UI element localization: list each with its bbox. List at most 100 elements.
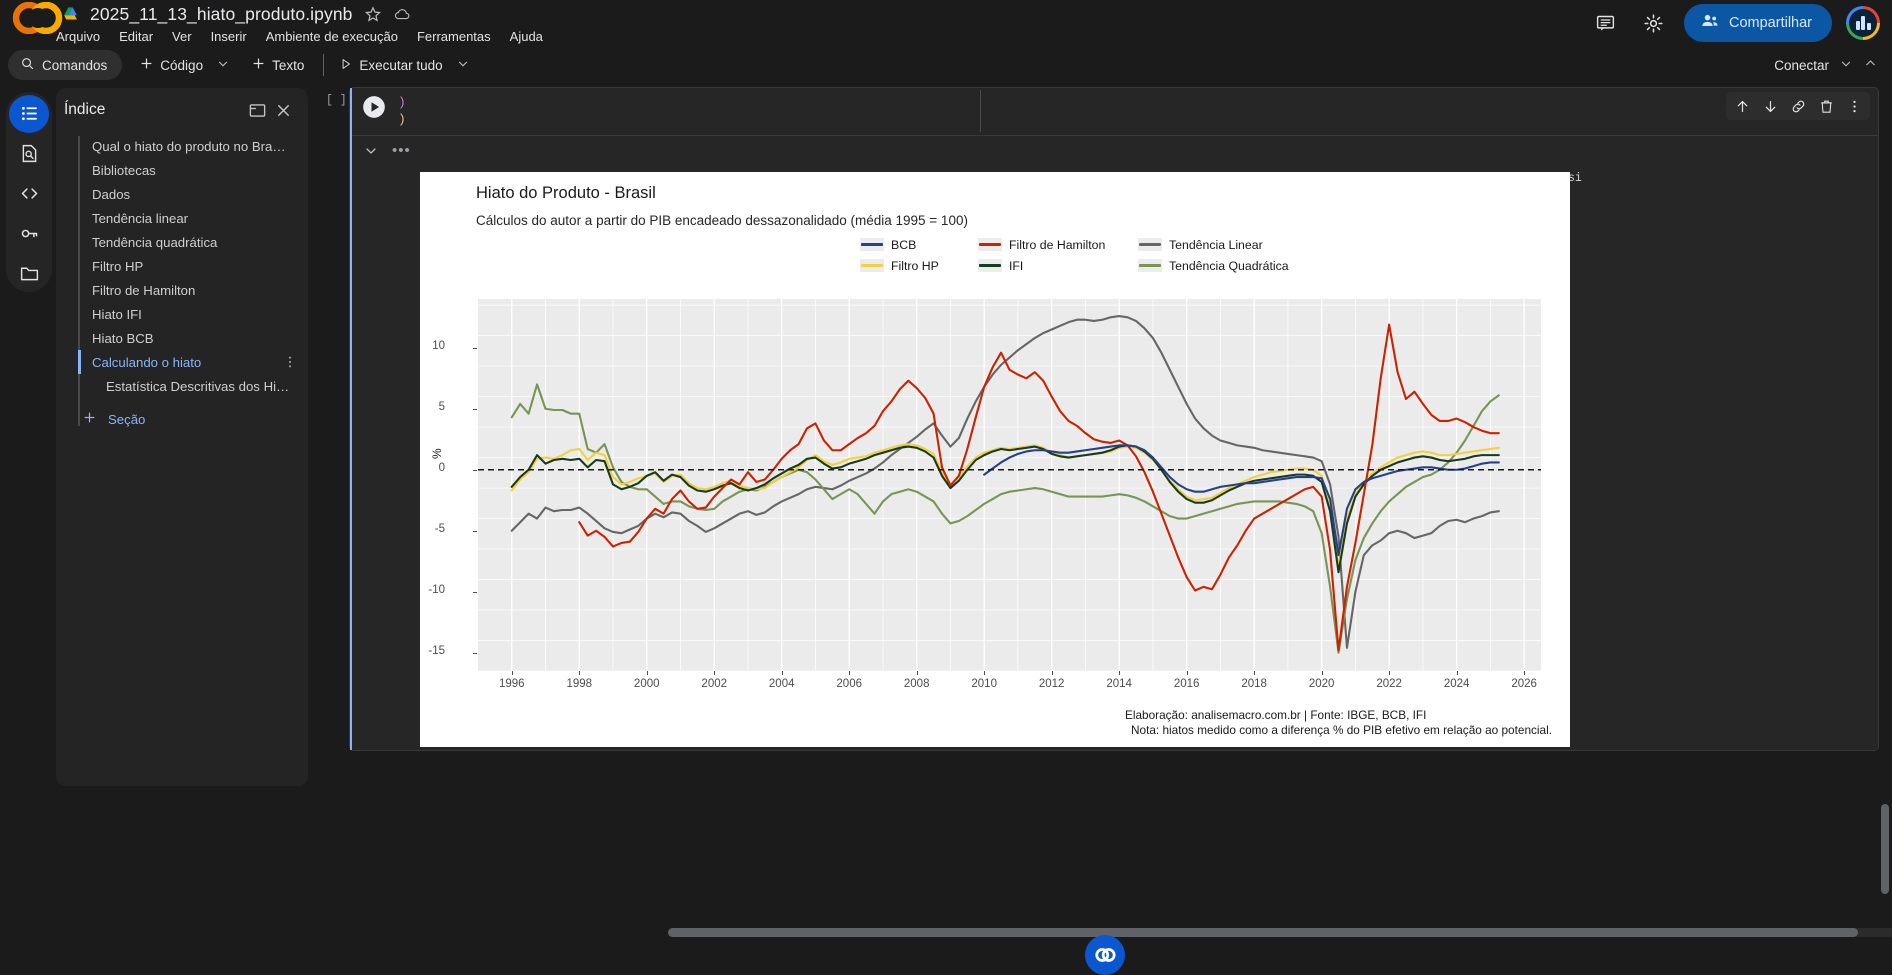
toc-item-tendencia-linear[interactable]: Tendência linear <box>78 206 308 230</box>
toc-item-filtro-hp[interactable]: Filtro HP <box>78 254 308 278</box>
delete-icon[interactable] <box>1813 94 1839 118</box>
commands-button[interactable]: Comandos <box>8 50 122 80</box>
avatar-inner <box>1849 9 1877 37</box>
x-tick-mark <box>1052 671 1053 675</box>
y-tick-label: -10 <box>420 584 445 596</box>
x-tick-label: 2024 <box>1444 678 1470 690</box>
more-vert-icon[interactable] <box>1841 94 1867 118</box>
y-tick-mark <box>473 348 477 349</box>
chevron-down-icon[interactable] <box>1839 57 1853 74</box>
chevron-up-icon[interactable] <box>1863 56 1878 74</box>
horizontal-scrollbar-track[interactable] <box>668 928 1892 937</box>
vertical-scrollbar-thumb[interactable] <box>1881 804 1889 894</box>
x-tick-label: 2000 <box>634 678 660 690</box>
comment-icon[interactable] <box>1588 6 1622 40</box>
sidebar-toggle-snippets[interactable] <box>9 175 49 213</box>
y-tick-mark <box>473 653 477 654</box>
sidebar-toggle-toc[interactable] <box>9 95 49 133</box>
toc-item-calculando-o-hiato[interactable]: Calculando o hiato <box>78 350 308 374</box>
x-tick-mark <box>984 671 985 675</box>
toc-panel: Índice Qual o hiato do produto no Bra… B… <box>56 88 308 786</box>
toc-item-tendencia-quadratica[interactable]: Tendência quadrática <box>78 230 308 254</box>
chart-caption: Elaboração: analisemacro.com.br | Fonte:… <box>1125 708 1552 737</box>
toc-item-bibliotecas[interactable]: Bibliotecas <box>78 158 308 182</box>
toc-title: Índice <box>64 101 244 119</box>
output-more-dots[interactable]: ••• <box>392 142 411 159</box>
code-snippets-icon <box>19 183 40 204</box>
run-all-button[interactable]: Executar tudo <box>330 50 451 80</box>
x-tick-mark <box>579 671 580 675</box>
x-tick-mark <box>647 671 648 675</box>
search-document-icon <box>19 143 40 164</box>
drive-icon <box>62 6 79 23</box>
code-cell[interactable]: [ ] ) ) ••• /usr/local/lib/python3.12/di… <box>350 88 1878 750</box>
sidebar-toggle-search[interactable] <box>9 135 49 173</box>
toc-item-hiato-bcb[interactable]: Hiato BCB <box>78 326 308 350</box>
add-text-cell-button[interactable]: Texto <box>242 50 313 80</box>
sidebar-toggle-secrets[interactable] <box>9 214 49 252</box>
legend-item-filtro-hp[interactable]: Filtro HP <box>860 259 978 273</box>
menu-ambiente-execucao[interactable]: Ambiente de execução <box>258 27 406 46</box>
menu-arquivo[interactable]: Arquivo <box>48 27 108 46</box>
share-button[interactable]: Compartilhar <box>1684 4 1832 42</box>
toc-item-hiato-ifi[interactable]: Hiato IFI <box>78 302 308 326</box>
add-code-cell-button[interactable]: Código <box>130 50 212 80</box>
run-all-dropdown[interactable] <box>452 50 474 80</box>
menu-ferramentas[interactable]: Ferramentas <box>409 27 499 46</box>
toc-item-filtro-de-hamilton[interactable]: Filtro de Hamilton <box>78 278 308 302</box>
chart-subtitle: Cálculos do autor a partir do PIB encade… <box>476 213 968 228</box>
legend-swatch-tendencia-quadratica <box>1138 259 1162 272</box>
legend-label-hamilton: Filtro de Hamilton <box>1009 238 1105 252</box>
plot-output-figure: Hiato do Produto - Brasil Cálculos do au… <box>420 172 1570 747</box>
toc-item-label: Hiato IFI <box>92 307 142 322</box>
code-cell-dropdown[interactable] <box>212 50 234 80</box>
horizontal-scrollbar-thumb[interactable] <box>668 928 1858 937</box>
link-icon[interactable] <box>1785 94 1811 118</box>
cell-source-code[interactable]: ) ) <box>398 94 406 128</box>
output-collapse-toggle[interactable] <box>360 140 382 162</box>
chevron-down-icon <box>456 57 470 74</box>
chart-title: Hiato do Produto - Brasil <box>476 184 656 203</box>
legend-item-tendencia-quadratica[interactable]: Tendência Quadrática <box>1138 259 1320 273</box>
legend-item-ifi[interactable]: IFI <box>978 259 1138 273</box>
sidebar-toggle-files[interactable] <box>9 254 49 292</box>
gear-icon[interactable] <box>1636 6 1670 40</box>
toc-icon <box>19 103 40 124</box>
toc-item-label: Estatística Descritivas dos Hi… <box>106 379 289 394</box>
star-icon[interactable] <box>364 5 382 23</box>
cell-run-button[interactable] <box>360 93 388 121</box>
move-up-icon[interactable] <box>1729 94 1755 118</box>
cell-toolbar <box>1726 92 1870 120</box>
legend-item-tendencia-linear[interactable]: Tendência Linear <box>1138 238 1320 252</box>
more-vert-icon[interactable] <box>280 352 300 372</box>
cloud-save-icon[interactable] <box>393 5 411 23</box>
x-tick-mark <box>849 671 850 675</box>
toc-header: Índice <box>56 88 308 132</box>
notebook-toolbar: Comandos Código Texto Executar tudo <box>0 46 1892 84</box>
commands-label: Comandos <box>42 58 107 73</box>
x-tick-label: 2002 <box>701 678 727 690</box>
colab-assistant-fab[interactable] <box>1085 935 1125 975</box>
menu-ajuda[interactable]: Ajuda <box>502 27 551 46</box>
toc-item-qual-o-hiato[interactable]: Qual o hiato do produto no Bra… <box>78 134 308 158</box>
code-line-2: ) <box>398 112 406 127</box>
connect-button[interactable]: Conectar <box>1774 46 1878 84</box>
menu-ver[interactable]: Ver <box>164 27 200 46</box>
menu-inserir[interactable]: Inserir <box>203 27 255 46</box>
x-tick-label: 2008 <box>904 678 930 690</box>
toc-item-estatistica-descritivas[interactable]: Estatística Descritivas dos Hi… <box>78 374 308 398</box>
chart-plot-panel <box>478 299 1541 671</box>
legend-item-hamilton[interactable]: Filtro de Hamilton <box>978 238 1138 252</box>
menu-editar[interactable]: Editar <box>111 27 161 46</box>
add-text-label: Texto <box>272 58 304 73</box>
add-section-button[interactable]: Seção <box>82 410 308 428</box>
legend-swatch-bcb <box>860 238 884 251</box>
toc-popout-icon[interactable] <box>244 97 270 123</box>
move-down-icon[interactable] <box>1757 94 1783 118</box>
toc-item-dados[interactable]: Dados <box>78 182 308 206</box>
x-tick-mark <box>1119 671 1120 675</box>
legend-item-bcb[interactable]: BCB <box>860 238 978 252</box>
plus-icon <box>82 410 97 428</box>
close-icon[interactable] <box>270 97 296 123</box>
avatar[interactable] <box>1846 6 1880 40</box>
